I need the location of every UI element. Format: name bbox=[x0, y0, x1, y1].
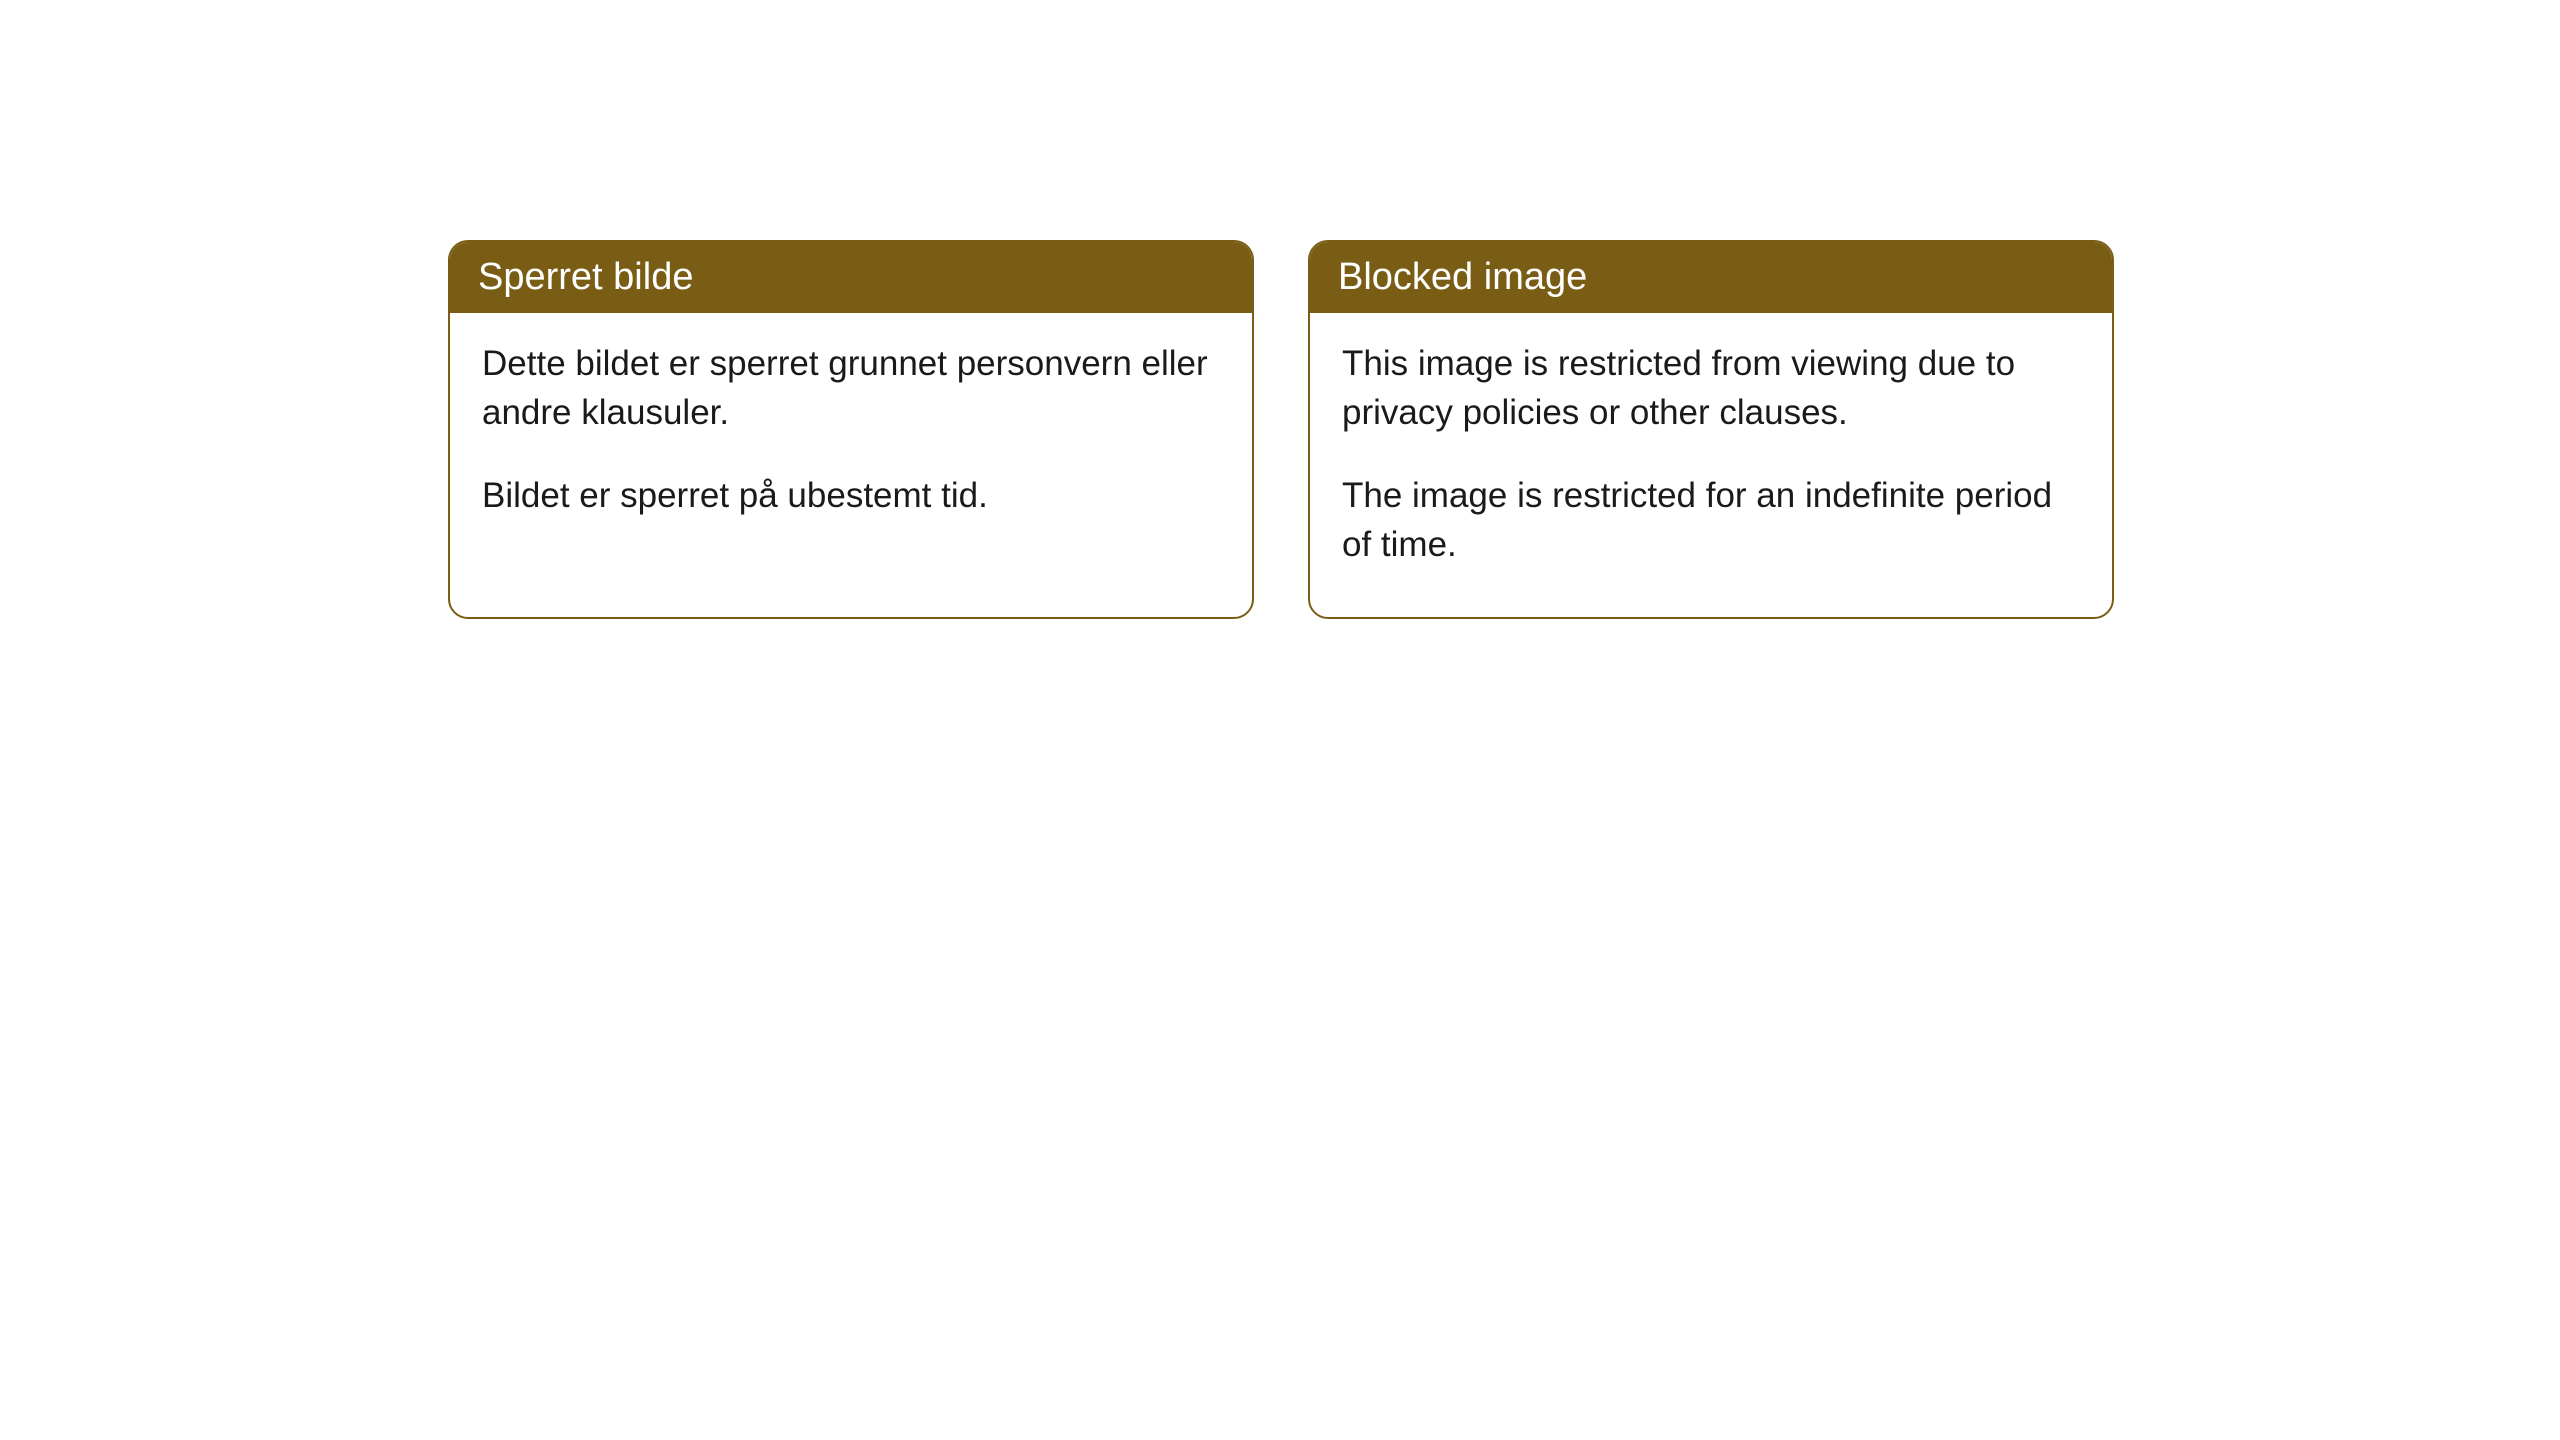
blocked-image-card-norwegian: Sperret bilde Dette bildet er sperret gr… bbox=[448, 240, 1254, 619]
card-title: Sperret bilde bbox=[478, 256, 693, 298]
blocked-image-card-english: Blocked image This image is restricted f… bbox=[1308, 240, 2114, 619]
card-paragraph: Dette bildet er sperret grunnet personve… bbox=[482, 339, 1220, 437]
card-body: This image is restricted from viewing du… bbox=[1310, 313, 2112, 617]
card-header: Sperret bilde bbox=[450, 242, 1252, 313]
card-paragraph: The image is restricted for an indefinit… bbox=[1342, 471, 2080, 569]
card-header: Blocked image bbox=[1310, 242, 2112, 313]
card-title: Blocked image bbox=[1338, 256, 1587, 298]
card-paragraph: Bildet er sperret på ubestemt tid. bbox=[482, 471, 1220, 520]
card-paragraph: This image is restricted from viewing du… bbox=[1342, 339, 2080, 437]
cards-container: Sperret bilde Dette bildet er sperret gr… bbox=[448, 240, 2114, 619]
card-body: Dette bildet er sperret grunnet personve… bbox=[450, 313, 1252, 568]
